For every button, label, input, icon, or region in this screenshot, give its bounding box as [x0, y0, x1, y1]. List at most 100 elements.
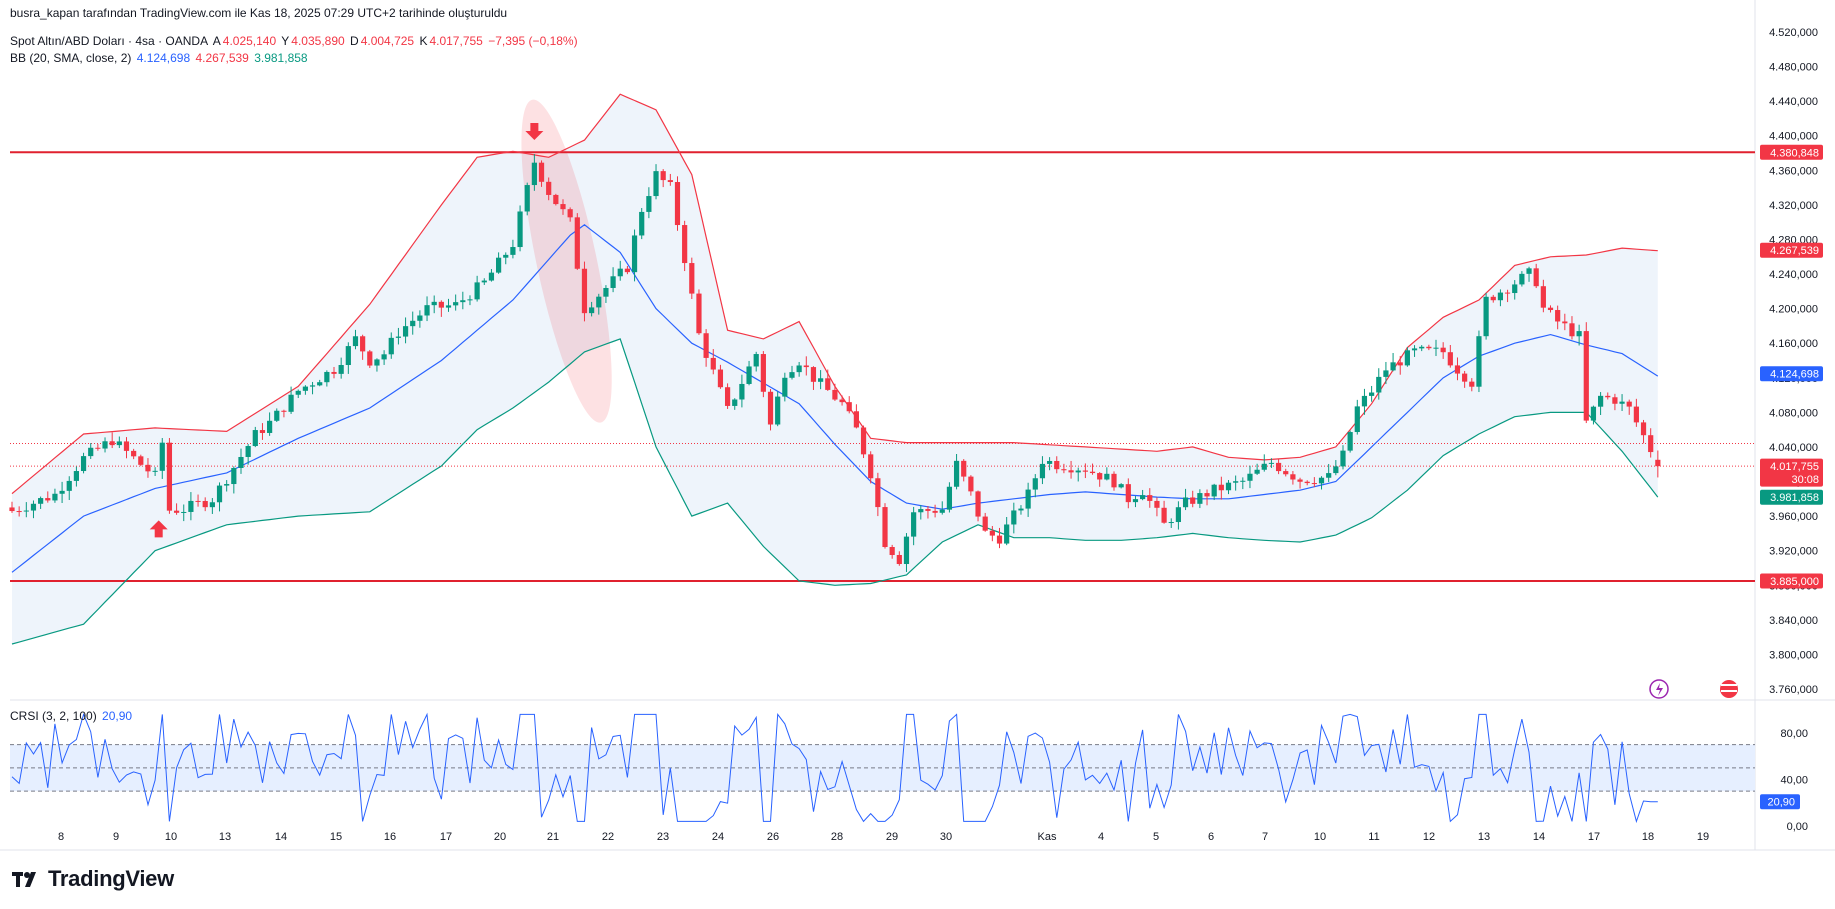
candle-body [517, 211, 523, 248]
time-axis-tick: 10 [165, 831, 177, 843]
candle-body [388, 337, 394, 355]
price-axis-tick: 4.040,000 [1769, 442, 1818, 454]
time-axis-tick: 7 [1262, 831, 1268, 843]
candle-body [918, 509, 924, 513]
candle-body [1454, 365, 1461, 374]
candle-body [1204, 493, 1210, 497]
time-axis-tick: Kas [1038, 831, 1057, 843]
bb-basis-value: 4.124,698 [136, 51, 191, 65]
candle-body [696, 293, 702, 334]
crsi-value: 20,90 [102, 709, 133, 723]
candle-body [1605, 395, 1611, 398]
candle-body [402, 326, 409, 337]
candle-body [996, 535, 1003, 544]
candle-body [1333, 466, 1339, 474]
price-label-text: 4.017,755 [1770, 461, 1819, 473]
candle-body [753, 354, 759, 367]
crsi-value-label-box [1760, 794, 1800, 810]
time-axis-tick: 6 [1208, 831, 1214, 843]
candle-body [1504, 292, 1511, 294]
time-axis-tick: 18 [1642, 831, 1654, 843]
candle-body [102, 441, 108, 449]
time-axis-tick: 28 [831, 831, 843, 843]
open-label: A [212, 34, 221, 48]
candle-body [9, 507, 15, 512]
candle-body [746, 366, 752, 384]
candle-body [546, 181, 552, 195]
candle-body [1576, 331, 1582, 337]
candle-body [832, 389, 838, 400]
candle-body [760, 354, 766, 392]
candle-body [195, 500, 201, 502]
candle-body [653, 171, 659, 197]
candle-body [617, 268, 623, 277]
price-axis-tick: 4.320,000 [1769, 200, 1818, 212]
candle-body [603, 287, 609, 297]
candle-body [560, 204, 566, 210]
candle-body [660, 171, 666, 181]
time-axis-tick: 13 [1478, 831, 1490, 843]
candle-body [1268, 462, 1275, 464]
candle-body [73, 471, 80, 481]
time-axis-tick: 24 [712, 831, 724, 843]
price-label-text: 4.380,848 [1770, 147, 1819, 159]
candle-body [1547, 307, 1554, 311]
candle-body [1025, 489, 1031, 509]
price-axis-tick: 3.960,000 [1769, 511, 1818, 523]
price-label-box [1760, 489, 1823, 505]
candle-body [338, 365, 344, 374]
price-axis-tick: 4.200,000 [1769, 304, 1818, 316]
crsi-name: CRSI (3, 2, 100) [10, 709, 97, 723]
time-axis-tick: 26 [767, 831, 779, 843]
price-axis-tick: 4.440,000 [1769, 96, 1818, 108]
bb-name: BB (20, SMA, close, 2) [10, 51, 132, 65]
candle-body [1347, 432, 1353, 451]
candle-body [1469, 381, 1475, 387]
candle-body [524, 185, 530, 212]
candle-body [1397, 362, 1403, 366]
candle-body [1390, 362, 1396, 371]
candle-body [1640, 422, 1647, 436]
candle-body [481, 280, 487, 283]
candle-body [95, 447, 101, 449]
tradingview-logo-icon [12, 872, 36, 887]
candle-body [818, 378, 824, 382]
candle-body [1597, 395, 1604, 407]
candle-body [202, 501, 208, 508]
arrow-up-marker [149, 520, 168, 538]
price-label-box [1760, 242, 1823, 258]
candle-body [1497, 292, 1504, 301]
candle-body [1054, 460, 1060, 470]
candle-body [1075, 470, 1081, 473]
price-axis-tick: 3.760,000 [1769, 684, 1818, 696]
candle-body [45, 498, 51, 501]
symbol-name: Spot Altın/ABD Doları · 4sa · OANDA [10, 34, 209, 48]
candle-body [1519, 273, 1525, 285]
candle-body [646, 196, 652, 212]
candle-body [789, 372, 795, 378]
candle-body [324, 371, 330, 383]
tradingview-logo[interactable]: TradingView [12, 866, 174, 892]
candle-body [631, 235, 638, 273]
candle-body [896, 554, 902, 565]
candle-body [946, 486, 953, 510]
time-axis-tick: 14 [275, 831, 287, 843]
candle-body [188, 500, 194, 512]
time-axis-tick: 5 [1153, 831, 1159, 843]
bollinger-basis-line [11, 224, 1659, 573]
candle-body [181, 511, 187, 513]
price-axis-tick: 3.920,000 [1769, 546, 1818, 558]
candle-body [846, 402, 852, 412]
bb-lower-value: 3.981,858 [254, 51, 308, 65]
candle-body [674, 182, 681, 226]
candle-body [503, 254, 509, 258]
candle-body [109, 441, 115, 446]
candle-body [23, 510, 29, 512]
candle-body [309, 385, 316, 387]
candle-body [1046, 460, 1053, 464]
candle-body [639, 211, 645, 236]
candle-body [1354, 406, 1360, 433]
candle-body [224, 484, 230, 486]
candle-body [16, 511, 22, 513]
